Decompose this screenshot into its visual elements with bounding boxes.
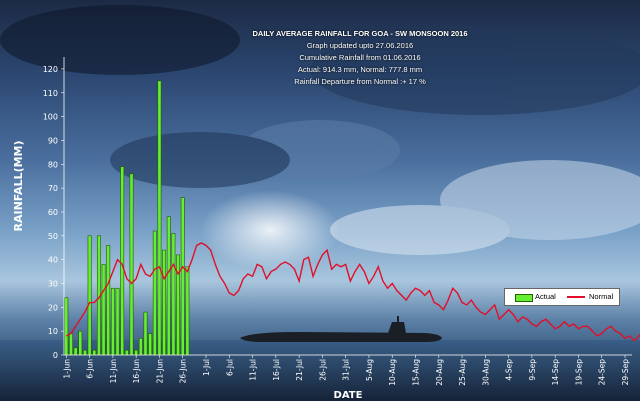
actual-bar [106, 245, 111, 356]
x-tick-label: 21-Jun [155, 359, 164, 384]
actual-bars [64, 80, 190, 356]
x-tick-labels: 1-Jun 6-Jun 11-Jun 16-Jun 21-Jun 26-Jun 1-Jul 6… [62, 355, 630, 386]
y-tick-labels: 0 10 20 30 40 50 60 70 80 90 100 110 120 [43, 65, 64, 360]
actual-bar [87, 235, 92, 356]
x-tick-label: 30-Aug [481, 359, 490, 386]
y-tick-label: 110 [43, 89, 58, 98]
x-tick-label: 6-Jul [225, 359, 234, 376]
departure-note: Rainfall Departure from Normal :+ 17 % [294, 77, 426, 86]
actual-bar [129, 173, 134, 356]
x-tick-label: 11-Jul [249, 359, 258, 381]
actual-bar [124, 349, 129, 356]
y-tick-label: 80 [48, 160, 58, 169]
actual-bar [162, 249, 167, 356]
legend-actual-label: Actual [535, 292, 556, 301]
x-tick-label: 25-Aug [458, 359, 467, 386]
actual-bar [64, 297, 69, 356]
y-tick-label: 20 [48, 303, 58, 312]
actual-bar [110, 287, 115, 356]
updated-note: Graph updated upto 27.06.2016 [306, 41, 414, 50]
x-tick-label: 11-Jun [109, 359, 118, 384]
y-tick-label: 60 [48, 208, 58, 217]
normal-line-group [66, 242, 640, 342]
y-tick-label: 10 [48, 327, 58, 336]
x-axis-title: DATE [334, 390, 363, 401]
x-tick-label: 4-Sep [505, 359, 514, 381]
x-tick-label: 21-Jul [295, 359, 304, 381]
cloud-backdrop [0, 5, 640, 255]
actual-bar [143, 311, 148, 356]
x-tick-label: 24-Sep [598, 359, 607, 386]
x-tick-label: 1-Jun [62, 359, 71, 379]
legend-normal-label: Normal [589, 292, 614, 301]
actual-bar [83, 349, 87, 356]
normal-line [66, 242, 640, 342]
y-tick-label: 100 [43, 113, 58, 122]
actual-bar [152, 230, 157, 356]
x-tick-label: 19-Sep [574, 359, 583, 386]
x-tick-label: 9-Sep [528, 359, 537, 381]
y-tick-label: 30 [48, 279, 58, 288]
chart-legend: Actual Normal [504, 288, 620, 306]
y-axis-title: RAINFALL(MM) [12, 140, 25, 231]
y-tick-label: 120 [43, 65, 58, 74]
x-tick-label: 26-Jun [179, 359, 188, 384]
cumulative-note: Cumulative Rainfall from 01.06.2016 [299, 53, 421, 62]
x-tick-label: 16-Jul [272, 359, 281, 381]
y-tick-label: 50 [48, 232, 58, 241]
actual-bar [120, 166, 125, 356]
actual-bar [148, 333, 153, 356]
x-tick-label: 31-Jul [342, 359, 351, 381]
chart-title: DAILY AVERAGE RAINFALL FOR GOA - SW MONS… [252, 29, 468, 38]
sun-glow [200, 190, 340, 270]
x-tick-label: 20-Aug [435, 359, 444, 386]
actual-bar [171, 233, 176, 356]
x-tick-label: 26-Jul [318, 359, 327, 381]
actual-bar [166, 216, 171, 356]
x-tick-label: 6-Jun [86, 359, 95, 379]
actual-bar [134, 349, 139, 356]
actual-bar [92, 349, 97, 356]
actual-bar [180, 197, 185, 356]
actual-bar [69, 333, 73, 356]
x-tick-label: 5-Aug [365, 359, 374, 381]
actual-bar [185, 266, 190, 356]
x-tick-label: 1-Jul [202, 359, 211, 376]
actual-bar [176, 254, 181, 356]
legend-normal-swatch [567, 296, 585, 298]
actual-bar [157, 80, 162, 356]
submarine-silhouette [240, 316, 442, 342]
actual-bar [115, 287, 120, 356]
actual-bar [138, 338, 143, 356]
x-tick-label: 15-Aug [412, 359, 421, 386]
actual-normal-note: Actual: 914.3 mm, Normal: 777.8 mm [297, 65, 423, 74]
actual-bar [101, 264, 106, 356]
actual-bar [73, 347, 78, 356]
y-tick-label: 0 [53, 351, 58, 360]
legend-actual-swatch [515, 294, 533, 302]
x-tick-label: 16-Jun [132, 359, 141, 384]
x-tick-label: 29-Sep [621, 359, 630, 386]
axes [63, 57, 632, 356]
actual-bar [78, 330, 83, 356]
x-tick-label: 10-Aug [388, 359, 397, 386]
x-tick-label: 14-Sep [551, 359, 560, 386]
y-tick-label: 90 [48, 136, 58, 145]
y-tick-label: 40 [48, 256, 58, 265]
y-tick-label: 70 [48, 184, 58, 193]
